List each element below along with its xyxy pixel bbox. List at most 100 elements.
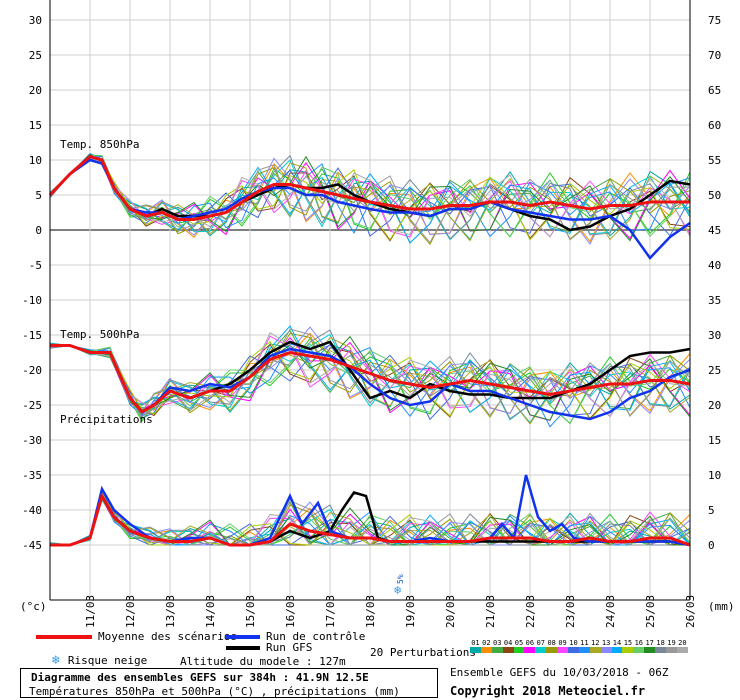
pert-key-item: 05 [513,639,525,653]
pert-key-item: 07 [535,639,547,653]
x-tick-label: 25/03 [644,595,657,628]
left-tick-label: 20 [29,84,42,97]
pert-key-item: 10 [568,639,579,653]
left-tick-label: 0 [35,224,42,237]
right-tick-label: 5 [708,504,715,517]
right-tick-label: 70 [708,49,721,62]
left-tick-label: 10 [29,154,42,167]
x-tick-label: 18/03 [364,595,377,628]
right-tick-label: 55 [708,154,721,167]
x-tick-label: 19/03 [404,595,417,628]
main-series-lines [48,154,691,547]
right-tick-label: 35 [708,294,721,307]
left-tick-label: -25 [22,399,42,412]
pert-key-item: 08 [546,639,558,653]
perturbation-key: 01 02 03 04 05 06 07 08 09 10 11 12 13 14 15 16 17 18 19 20 [470,639,688,653]
pert-key-item: 02 [480,639,492,653]
left-tick-label: -30 [22,434,42,447]
left-tick-label: 15 [29,119,42,132]
panel-label-t500: Temp. 500hPa [60,328,139,341]
left-tick-label: 5 [35,189,42,202]
x-tick-label: 16/03 [284,595,297,628]
pert-key-item: 03 [491,639,503,653]
right-tick-label: 45 [708,224,721,237]
left-tick-label: -35 [22,469,42,482]
perturbation-line-t500 [49,331,691,418]
legend-snow: ❄ Risque neige [52,653,147,668]
pert-key-item: 11 [578,639,590,653]
left-axis-unit: (°c) [20,600,47,613]
copyright: Copyright 2018 Meteociel.fr [450,684,646,698]
x-tick-label: 20/03 [444,595,457,628]
right-tick-label: 40 [708,259,721,272]
ensemble-info: Ensemble GEFS du 10/03/2018 - 06Z [450,666,669,679]
pert-key-item: 14 [611,639,623,653]
legend-control-label: Run de contrôle [266,630,366,643]
right-tick-label: 65 [708,84,721,97]
perturbation-line-t850 [49,157,691,241]
right-axis-unit: (mm) [708,600,735,613]
control-line-t850 [49,158,691,260]
pert-key-item: 04 [502,639,514,653]
legend-mean: Moyenne des scénarios [36,630,237,643]
pert-key-item: 20 [676,639,688,653]
snow-risk-marker: 5%❄ [394,574,405,597]
legend-altitude: Altitude du modele : 127m [180,655,346,668]
left-tick-label: -20 [22,364,42,377]
left-tick-label: -10 [22,294,42,307]
perturbation-line-t500 [49,325,691,413]
mean-line-t850 [48,154,690,221]
perturbation-line-t850 [49,155,691,237]
right-tick-label: 60 [708,119,721,132]
perturbation-line-t500 [49,336,691,422]
right-tick-label: 75 [708,14,721,27]
perturbation-line-precip [50,491,691,546]
footer-title: Diagramme des ensembles GEFS sur 384h : … [31,671,369,684]
legend-pert-label: 20 Perturbations [370,646,476,659]
x-tick-label: 12/03 [124,595,137,628]
x-tick-label: 17/03 [324,595,337,628]
x-tick-label: 24/03 [604,595,617,628]
x-tick-label: 13/03 [164,595,177,628]
legend-gfs-label: Run GFS [266,641,313,654]
legend-perturbations: 20 Perturbations [370,646,476,659]
pert-key-item: 19 [666,639,677,653]
perturbation-line-t850 [49,157,691,245]
pert-key-item: 06 [524,639,536,653]
pert-key-item: 15 [622,639,634,653]
pert-key-item: 18 [655,639,667,653]
pert-key-item: 17 [644,639,656,653]
left-tick-label: 25 [29,49,42,62]
left-tick-label: -45 [22,539,42,552]
altitude-label: Altitude du modele : 127m [180,655,346,668]
x-tick-label: 26/03 [684,595,697,628]
x-tick-label: 15/03 [244,595,257,628]
legend-gfs-swatch [226,645,260,650]
left-tick-label: -5 [29,259,42,272]
x-tick-label: 22/03 [524,595,537,628]
legend-mean-label: Moyenne des scénarios [98,630,238,643]
pert-key-item: 01 [470,639,481,653]
pert-key-item: 12 [589,639,601,653]
x-tick-label: 23/03 [564,595,577,628]
pert-key-item: 09 [557,639,569,653]
legend-control-swatch [226,634,260,639]
legend-snow-label: Risque neige [67,654,148,667]
perturbation-line-t850 [49,156,691,242]
footer-subtitle: Températures 850hPa et 500hPa (°C) , pré… [29,685,400,698]
left-tick-label: -40 [22,504,42,517]
perturbation-line-t850 [49,155,690,244]
legend-gfs: Run GFS [226,641,312,654]
pert-key-item: 13 [600,639,612,653]
left-tick-label: -15 [22,329,42,342]
snowflake-icon: ❄ [52,653,60,668]
legend-mean-swatch [36,634,92,639]
pert-key-item: 16 [633,639,645,653]
right-tick-label: 10 [708,469,721,482]
perturbation-line-t500 [49,329,691,420]
right-tick-label: 25 [708,364,721,377]
mean-line-precip [50,492,691,547]
mean-line-t500 [50,344,691,414]
legend-control: Run de contrôle [226,630,365,643]
